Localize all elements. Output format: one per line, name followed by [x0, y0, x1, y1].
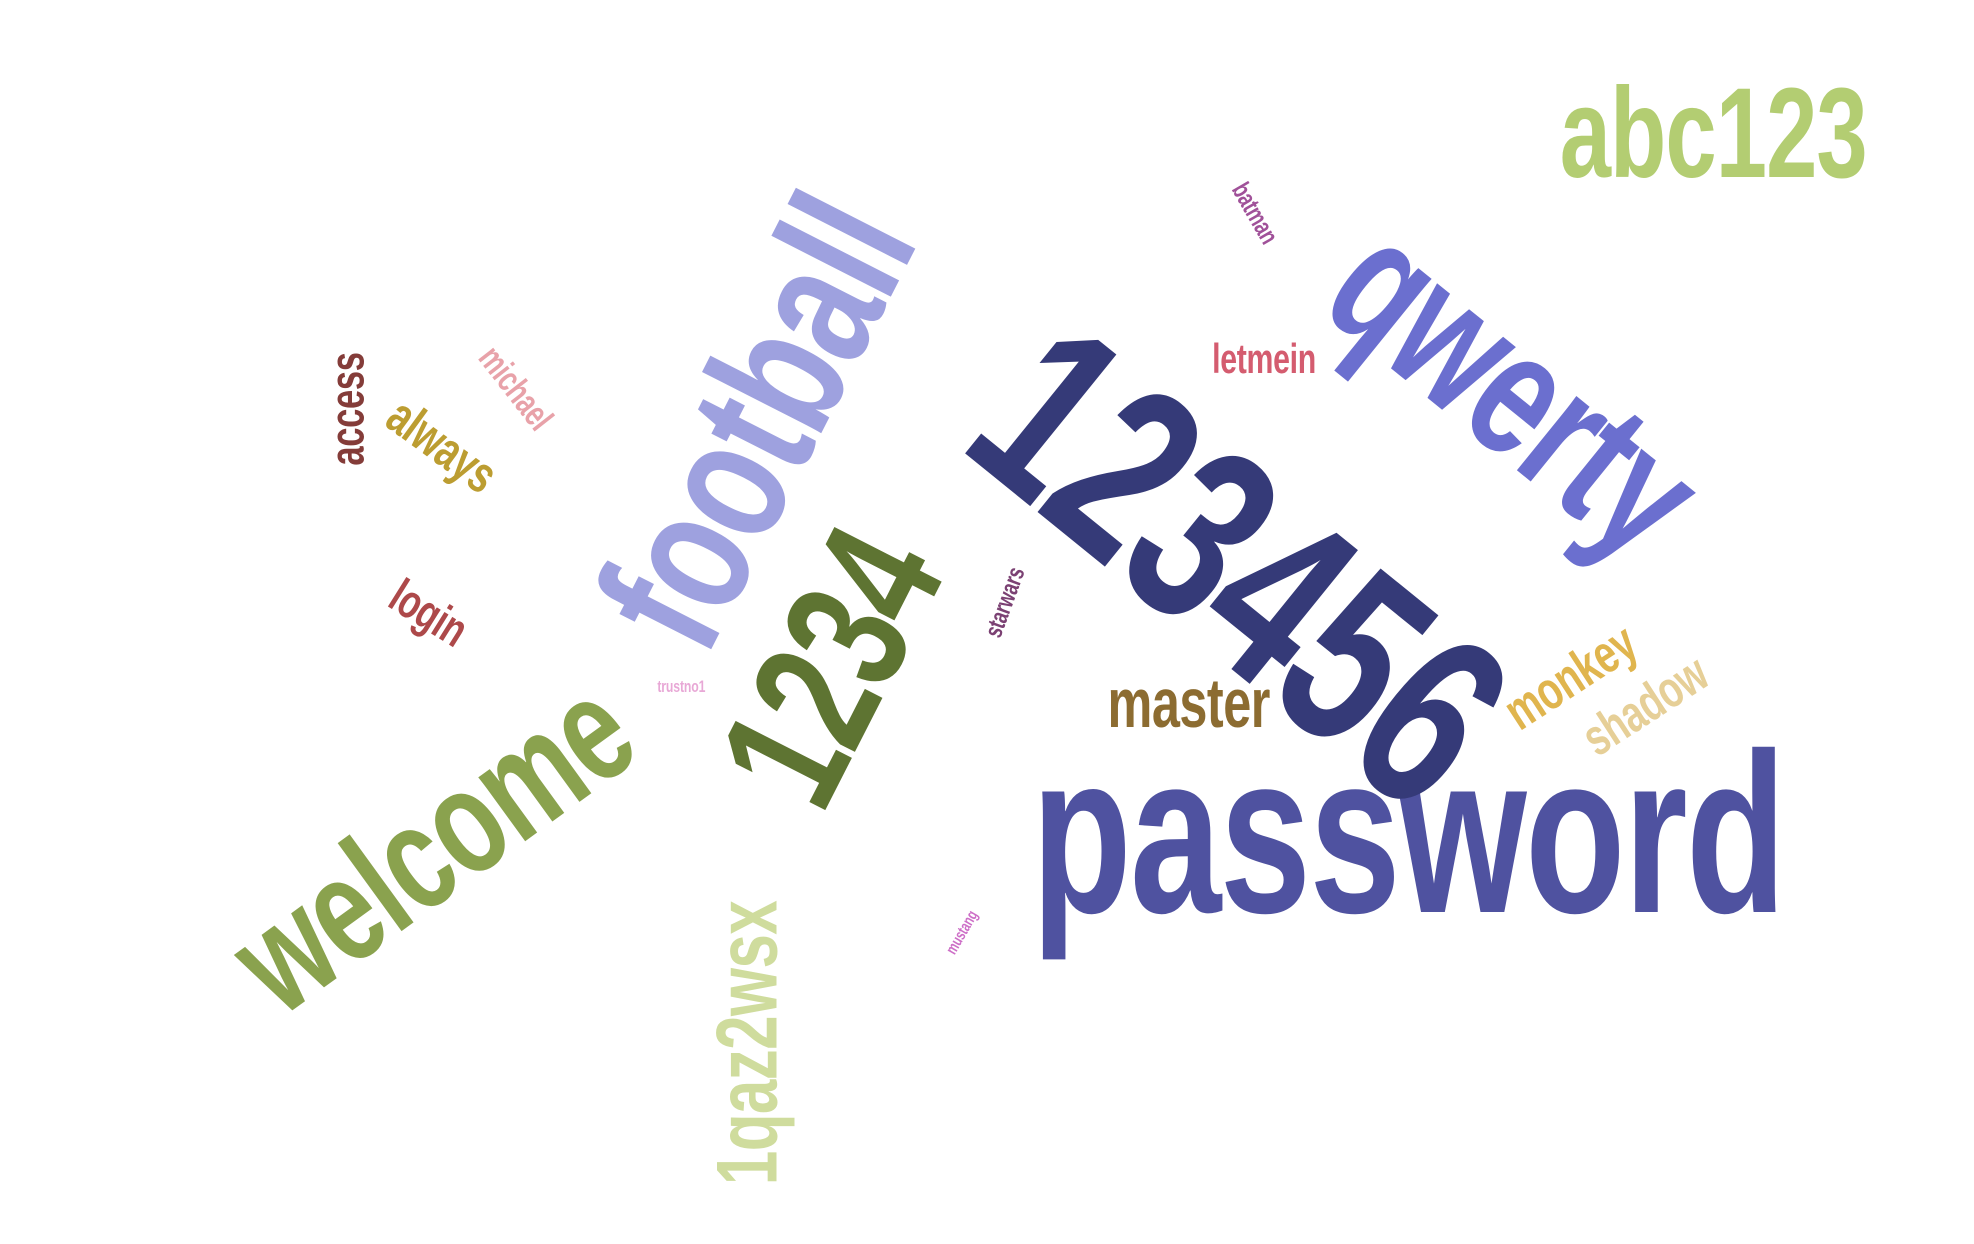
- word-1qaz2wsx: 1qaz2wsx: [699, 846, 796, 1241]
- word-password: password: [885, 720, 1931, 948]
- word-master: master: [1076, 668, 1301, 738]
- word-text: letmein: [1212, 335, 1316, 382]
- word-text: always: [375, 387, 508, 505]
- word-text: trustno1: [657, 677, 706, 696]
- word-text: 1qaz2wsx: [699, 900, 796, 1186]
- word-starwars: starwars: [976, 551, 1034, 654]
- word-text: michael: [470, 337, 562, 438]
- word-abc123: abc123: [1500, 70, 1926, 198]
- word-trustno1: trustno1: [648, 678, 715, 695]
- word-michael: michael: [461, 325, 570, 451]
- word-text: welcome: [200, 645, 663, 1045]
- word-welcome: welcome: [135, 601, 727, 1089]
- word-text: abc123: [1559, 62, 1868, 205]
- word-text: login: [380, 569, 477, 658]
- word-batman: batman: [1221, 167, 1289, 259]
- word-login: login: [368, 564, 489, 664]
- word-text: starwars: [979, 563, 1031, 642]
- word-text: batman: [1226, 177, 1285, 249]
- word-text: password: [1031, 707, 1786, 961]
- word-letmein: letmein: [1192, 338, 1336, 380]
- word-text: master: [1107, 664, 1271, 742]
